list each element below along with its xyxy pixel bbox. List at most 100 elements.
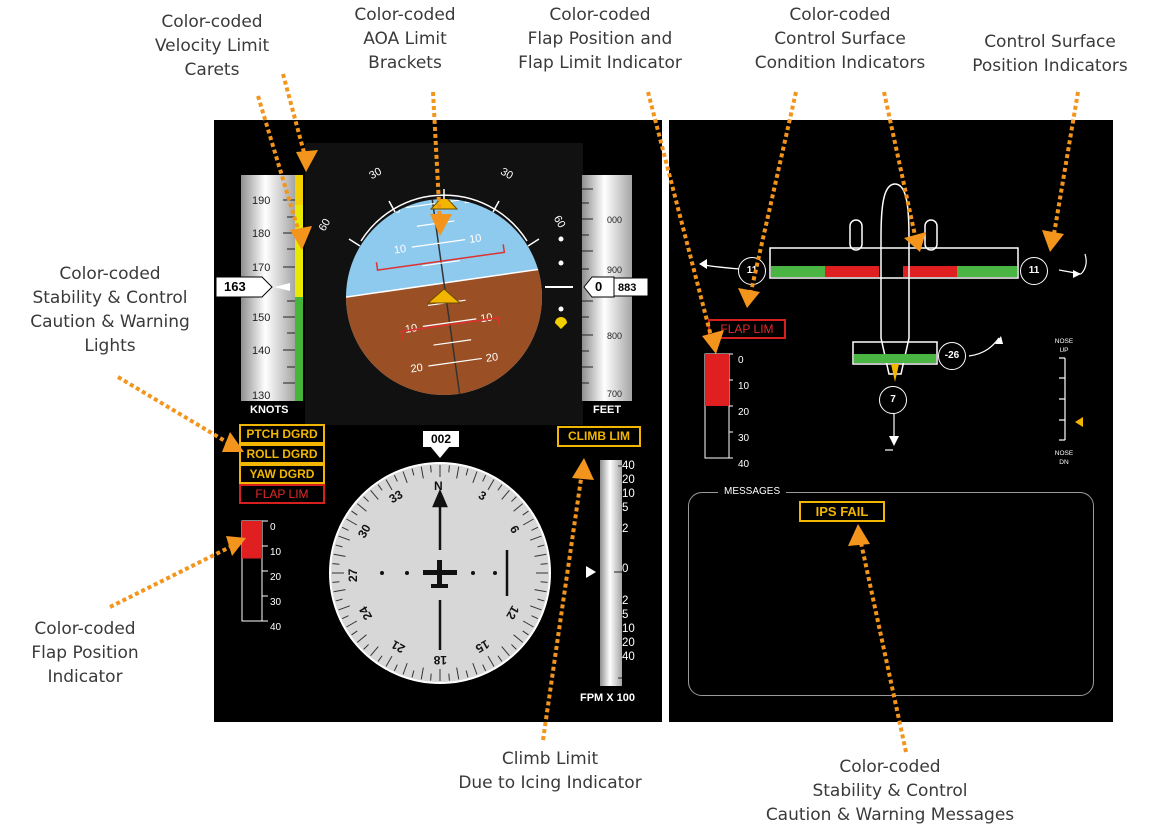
- speed-tick-130: 130: [252, 390, 270, 401]
- right-aileron-outer: [957, 266, 1017, 277]
- svg-text:15: 15: [473, 637, 492, 656]
- attitude-indicator: 20 20 10 10 10 10 20 20 30 30 60 60: [305, 143, 583, 425]
- mfd-flap-tick: 40: [738, 459, 750, 470]
- vsi-tick: 5: [622, 502, 629, 514]
- vsi-tick: 5: [622, 609, 629, 621]
- mfd-flap-tick: 30: [738, 433, 750, 444]
- callout-surface-condition: Color-coded Control Surface Condition Indi…: [754, 5, 926, 73]
- svg-text:10: 10: [393, 243, 407, 257]
- altitude-readout: 0 883: [583, 276, 649, 298]
- vsi-tick: 2: [622, 523, 629, 535]
- svg-text:10: 10: [480, 312, 494, 326]
- vsi-scale: 40 20 10 5 2 0 2 5 10 20 40: [622, 459, 652, 664]
- svg-text:33: 33: [387, 487, 406, 506]
- cw-light-roll-degrade: ROLL DGRD: [239, 444, 325, 464]
- svg-text:163: 163: [224, 279, 246, 294]
- speed-tick-170: 170: [252, 262, 270, 274]
- trim-nose-dn-label: NOSE DN: [1054, 450, 1074, 466]
- callout-aoa-limit-brackets: Color-coded AOA Limit Brackets: [354, 5, 456, 73]
- svg-text:20: 20: [410, 362, 424, 376]
- svg-text:883: 883: [618, 282, 636, 294]
- altitude-unit-label: FEET: [593, 404, 622, 416]
- svg-text:0: 0: [595, 279, 602, 294]
- cw-light-pitch-degrade: PTCH DGRD: [239, 424, 325, 444]
- messages-title: MESSAGES: [718, 486, 787, 497]
- pfd-flap-ticks: 0 10 20 30 40: [270, 515, 281, 640]
- message-ips-fail: IPS FAIL: [799, 501, 885, 522]
- trim-nose-up-label: NOSE UP: [1054, 338, 1074, 354]
- mfd-flap-tick: 10: [738, 381, 750, 392]
- right-aileron-position: 11: [1020, 257, 1048, 285]
- left-aileron-outer: [771, 266, 825, 277]
- svg-text:20: 20: [463, 193, 477, 207]
- svg-text:24: 24: [356, 604, 375, 623]
- vertical-speed-tape: [586, 460, 622, 686]
- svg-text:60: 60: [317, 217, 334, 234]
- vsi-tick: 20: [622, 637, 635, 649]
- pfd-flap-tick: 40: [270, 622, 282, 633]
- elevator-bar: [854, 354, 936, 363]
- callout-flap-limit-indicator: Color-coded Flap Position and Flap Limit I…: [518, 5, 682, 73]
- vsi-tick: 0: [622, 563, 629, 575]
- left-aileron-position: 11: [738, 257, 766, 285]
- messages-box: [688, 492, 1094, 696]
- mfd-flap-limit: FLAP LIM: [708, 319, 786, 339]
- speed-tick-190: 190: [252, 195, 270, 207]
- pfd-flap-tick: 10: [270, 547, 282, 558]
- mfd-flap-tick: 0: [738, 355, 744, 366]
- right-flap-segment: [903, 266, 957, 277]
- alt-tick-700: 700: [607, 389, 622, 399]
- svg-text:27: 27: [346, 568, 360, 582]
- heading-pointer: [430, 446, 450, 458]
- mfd-flap-tick: 20: [738, 407, 750, 418]
- aoa-bracket-lower: [400, 316, 501, 340]
- vsi-unit-label: FPM X 100: [580, 692, 636, 704]
- svg-text:21: 21: [389, 637, 408, 656]
- pfd-flap-tick: 0: [270, 522, 276, 533]
- svg-text:30: 30: [498, 166, 515, 183]
- pfd-flap-tick: 30: [270, 597, 282, 608]
- vsi-tick: 20: [622, 474, 635, 486]
- callout-stability-lights: Color-coded Stability & Control Caution & …: [30, 264, 190, 356]
- elevator-position: -26: [938, 342, 966, 370]
- pfd-flap-fill: [242, 521, 262, 559]
- alt-tick-000: 000: [607, 215, 622, 225]
- vsi-tick: 10: [622, 623, 635, 635]
- pfd-flap-tick: 20: [270, 572, 282, 583]
- speed-tick-140: 140: [252, 345, 270, 357]
- rudder-position: 7: [879, 386, 907, 414]
- aircraft-control-surface-diagram: [699, 183, 1087, 451]
- mfd-flap-indicator: [704, 353, 733, 459]
- callout-climb-limit: Climb Limit Due to Icing Indicator: [458, 749, 642, 793]
- left-flap-segment: [825, 266, 879, 277]
- mfd-flap-fill: [705, 354, 729, 406]
- svg-text:20: 20: [485, 351, 499, 365]
- compass-rose: N 3 6 12 15 18 21 24 27 30 33: [329, 462, 551, 684]
- svg-text:10: 10: [404, 322, 418, 336]
- speed-tick-180: 180: [252, 228, 270, 240]
- speed-tick-150: 150: [252, 312, 270, 324]
- vsi-tick: 40: [622, 651, 635, 663]
- svg-text:30: 30: [367, 166, 384, 183]
- climb-limit-indicator: CLIMB LIM: [557, 426, 641, 447]
- svg-text:12: 12: [503, 603, 522, 622]
- svg-text:10: 10: [468, 232, 482, 246]
- compass-label-n: N: [434, 479, 443, 493]
- svg-text:30: 30: [355, 522, 374, 541]
- alt-tick-900: 900: [607, 265, 622, 275]
- speed-readout: 163: [215, 276, 290, 298]
- callout-flap-position: Color-coded Flap Position Indicator: [31, 619, 139, 687]
- callout-messages: Color-coded Stability & Control Caution & …: [765, 757, 1015, 825]
- vsi-tick: 40: [622, 460, 635, 472]
- mfd-flap-ticks: 0 10 20 30 40: [738, 348, 749, 478]
- cw-light-flap-limit: FLAP LIM: [239, 484, 325, 504]
- speed-unit-label: KNOTS: [250, 404, 289, 416]
- aoa-bracket-upper: [375, 244, 506, 271]
- vsi-tick: 2: [622, 595, 629, 607]
- vsi-tick: 10: [622, 488, 635, 500]
- cw-light-yaw-degrade: YAW DGRD: [239, 464, 325, 484]
- alt-tick-800: 800: [607, 331, 622, 341]
- callout-surface-position: Control Surface Position Indicators: [972, 32, 1128, 76]
- svg-text:18: 18: [433, 653, 447, 667]
- pfd-flap-indicator: [241, 520, 268, 622]
